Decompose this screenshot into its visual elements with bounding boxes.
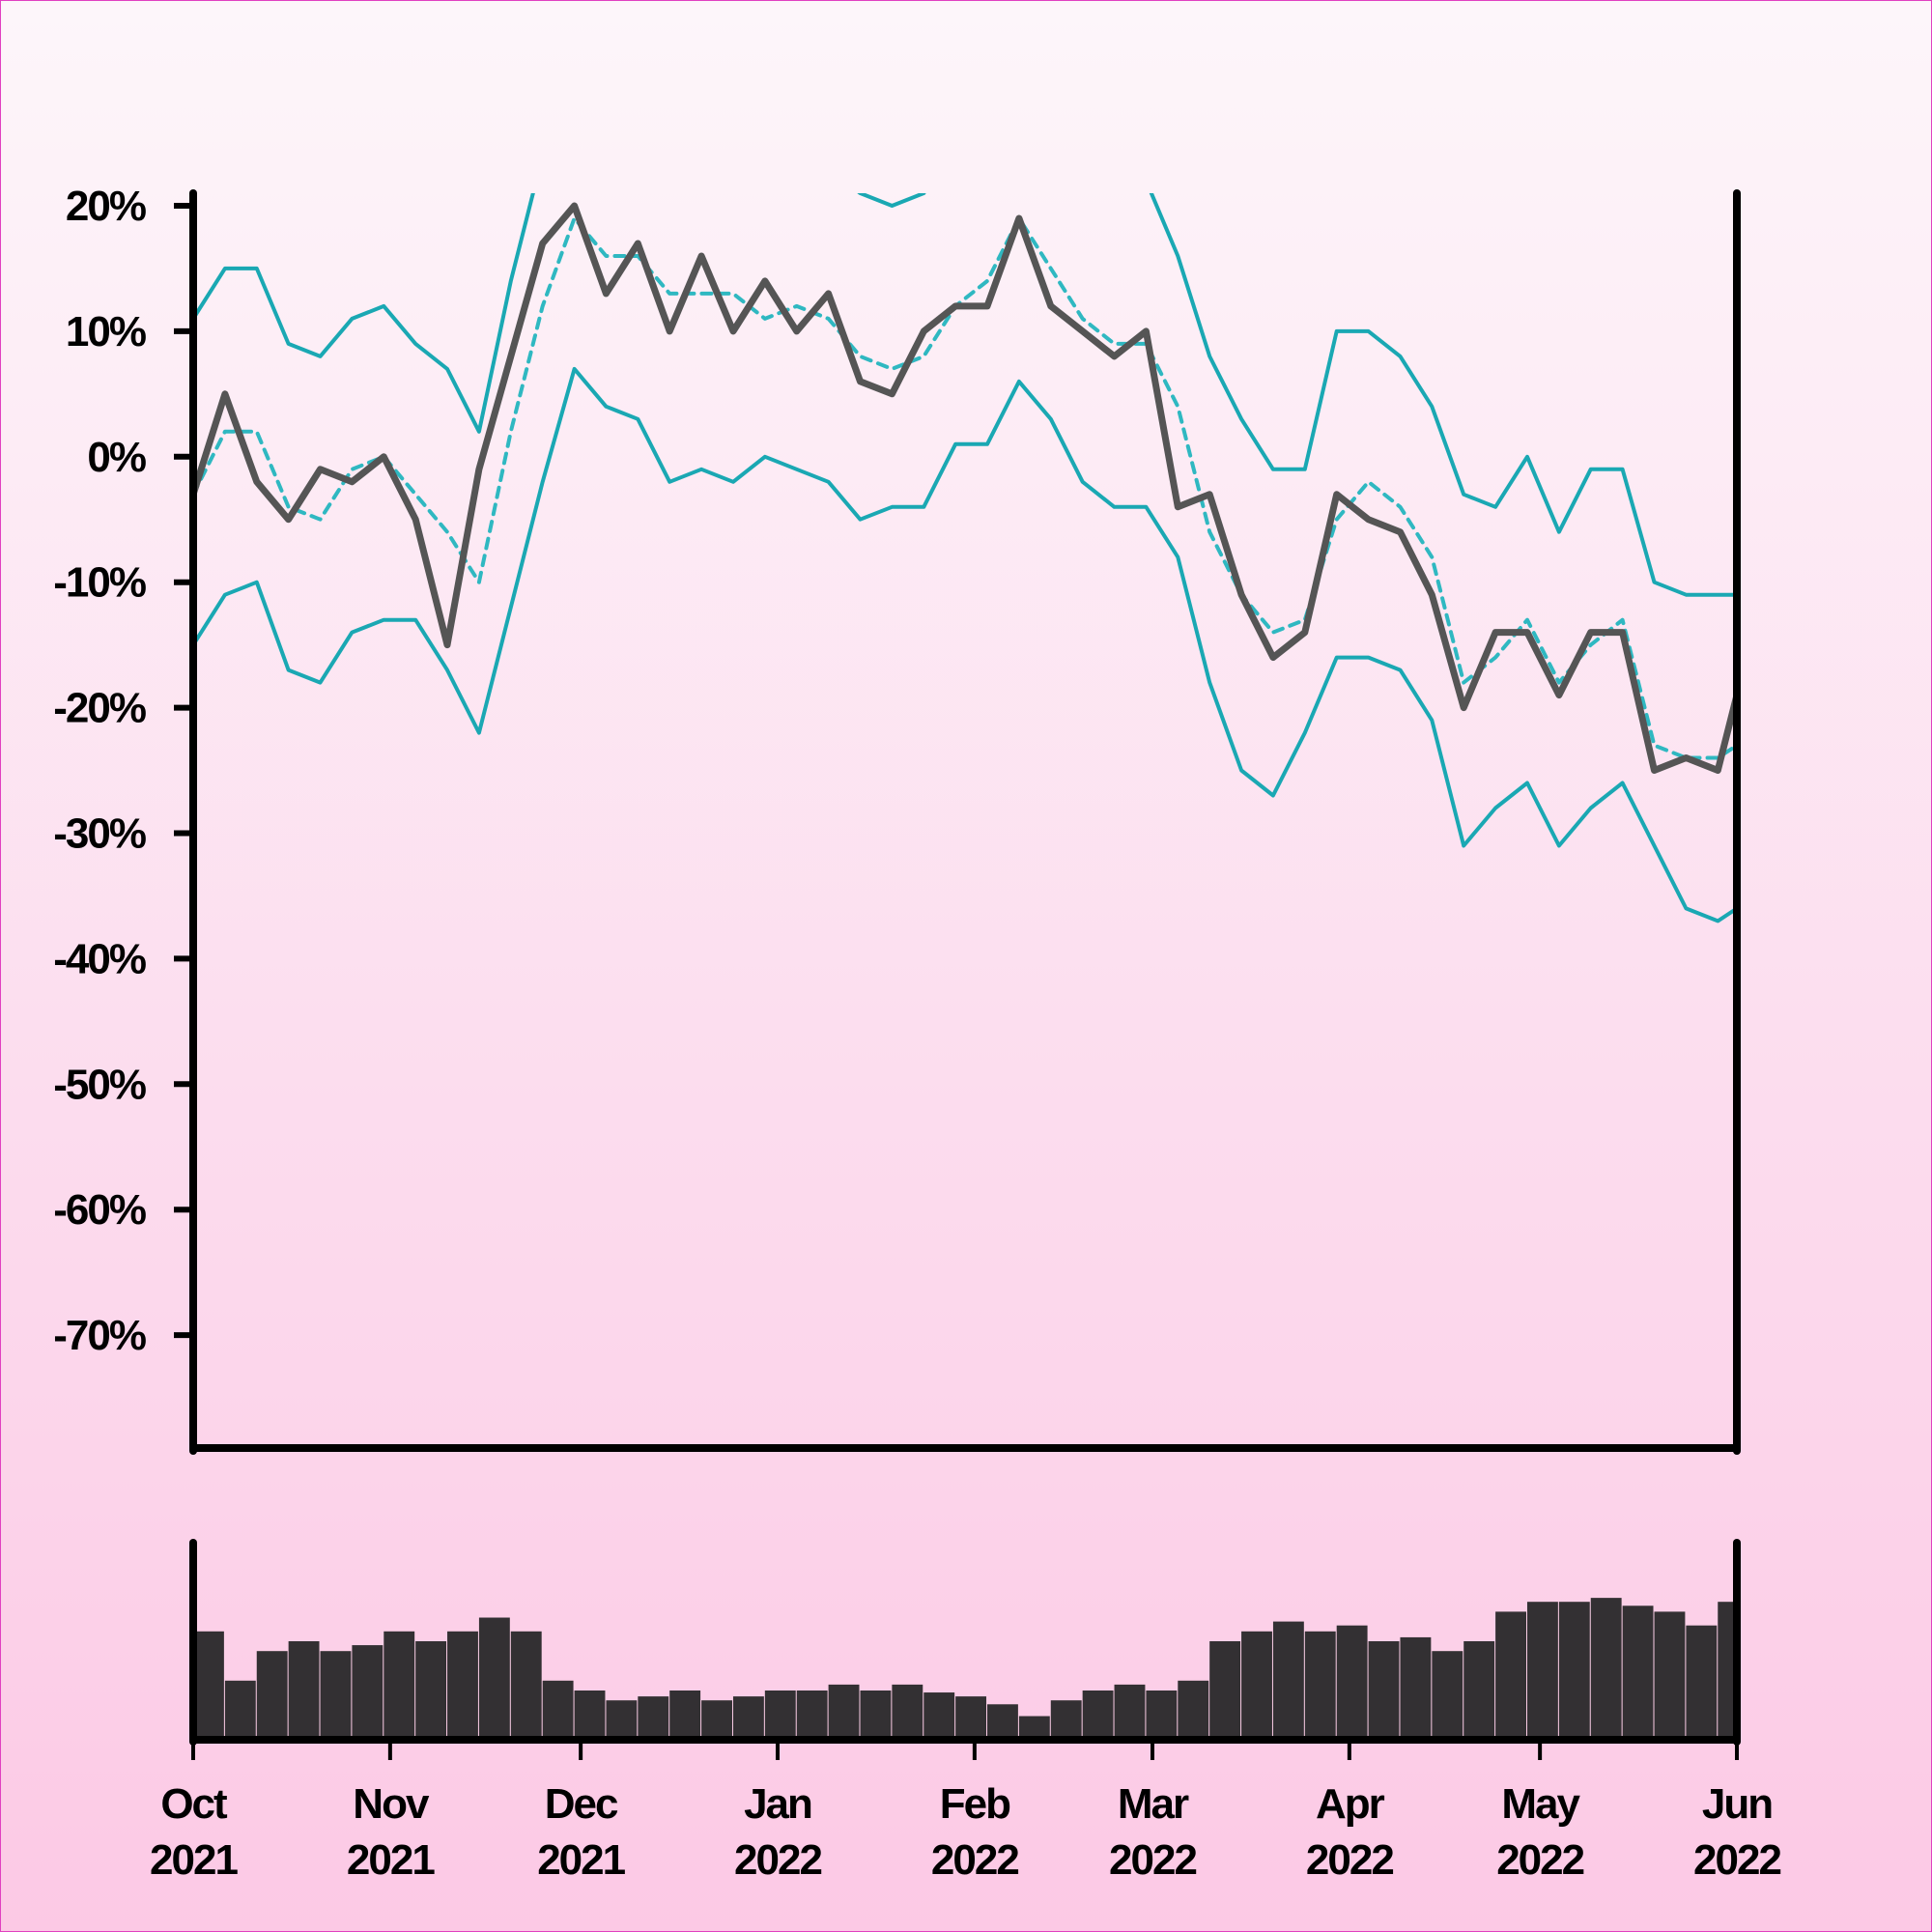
volume-bar (193, 1631, 224, 1740)
volume-bar (923, 1692, 955, 1740)
volume-bar (1050, 1700, 1082, 1740)
volume-bar (1368, 1641, 1400, 1740)
volume-bar (860, 1690, 892, 1740)
volume-bar (224, 1680, 256, 1740)
x-tick-label: May 2022 (1496, 1780, 1583, 1884)
volume-bar (764, 1690, 796, 1740)
volume-bar (1018, 1716, 1050, 1740)
volume-bar (1526, 1602, 1558, 1740)
volume-bar (542, 1680, 574, 1740)
series-line (193, 216, 1737, 760)
volume-bar (1686, 1625, 1718, 1740)
y-tick-label: 20% (66, 183, 146, 230)
volume-bar (669, 1690, 701, 1740)
y-tick-label: -70% (53, 1312, 146, 1359)
x-tick-label: Jan 2022 (734, 1780, 821, 1884)
volume-bar (447, 1631, 478, 1740)
y-tick-label: -30% (53, 810, 146, 857)
series-line (193, 366, 1737, 923)
volume-bar (701, 1700, 732, 1740)
price-plot (193, 193, 1737, 923)
volume-bar (1082, 1690, 1114, 1740)
volume-bar (1178, 1680, 1209, 1740)
volume-bar (732, 1696, 764, 1740)
x-tick-label: Mar 2022 (1109, 1780, 1196, 1884)
volume-bar (1558, 1602, 1590, 1740)
volume-bar (574, 1690, 606, 1740)
x-tick-label: Oct 2021 (150, 1780, 238, 1884)
volume-bar (256, 1651, 288, 1740)
volume-bar (1400, 1636, 1432, 1740)
volume-bar (1241, 1631, 1272, 1740)
volume-bar (384, 1631, 415, 1740)
y-tick-label: 10% (66, 308, 146, 355)
y-tick-label: -20% (53, 685, 146, 732)
volume-bar (1622, 1605, 1654, 1740)
series-line (193, 193, 1737, 597)
volume-bar (1654, 1611, 1686, 1740)
volume-bar (320, 1651, 352, 1740)
axes: 20% 10% 0% -10% -20% -30% -40% -50% -60% -70% Oct 2… (53, 183, 1782, 1884)
volume-bar (638, 1696, 669, 1740)
x-tick-label: Apr 2022 (1306, 1780, 1393, 1884)
volume-bar (510, 1631, 542, 1740)
volume-bar (1209, 1641, 1241, 1740)
volume-bar (955, 1696, 987, 1740)
y-tick-label: -50% (53, 1061, 146, 1108)
volume-bar (1114, 1684, 1146, 1740)
y-tick-label: -40% (53, 935, 146, 982)
volume-bar (987, 1704, 1018, 1740)
series-line (193, 202, 1737, 774)
y-tick-label: -10% (53, 559, 146, 607)
volume-bar (478, 1617, 510, 1740)
volume-bar (1146, 1690, 1178, 1740)
volume-bar (1590, 1598, 1622, 1740)
volume-bar (1336, 1625, 1368, 1740)
volume-bar (1304, 1631, 1336, 1740)
x-tick-label: Nov 2021 (347, 1780, 435, 1884)
volume-bar (828, 1684, 860, 1740)
volume-bar (1718, 1602, 1736, 1740)
volume-bar (288, 1641, 320, 1740)
volume-bar (606, 1700, 638, 1740)
volume-bar (796, 1690, 828, 1740)
x-tick-label: Feb 2022 (931, 1780, 1018, 1884)
y-tick-label: -60% (53, 1186, 146, 1234)
volume-bar (415, 1641, 447, 1740)
x-tick-label: Jun 2022 (1693, 1780, 1780, 1884)
volume-bar (1432, 1651, 1463, 1740)
volume-bar (1463, 1641, 1495, 1740)
y-tick-label: 0% (87, 434, 145, 481)
volume-bar (892, 1684, 923, 1740)
volume-bar (1495, 1611, 1526, 1740)
volume-bar (352, 1645, 384, 1740)
volume-bar (1272, 1621, 1304, 1740)
x-tick-label: Dec 2021 (537, 1780, 625, 1884)
